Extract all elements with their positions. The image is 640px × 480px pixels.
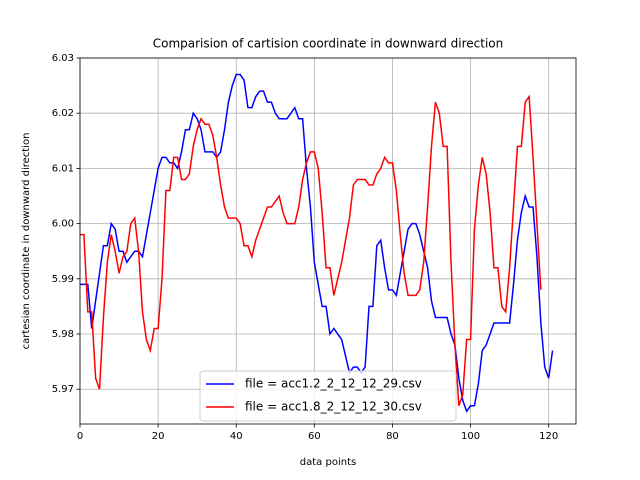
y-tick-label: 6.01 bbox=[52, 163, 74, 174]
plot-frame bbox=[79, 57, 577, 425]
x-axis-label: data points bbox=[300, 457, 356, 468]
x-tick-label: 80 bbox=[386, 431, 399, 442]
chart-title: Comparision of cartision coordinate in d… bbox=[153, 37, 504, 51]
legend-label: file = acc1.8_2_12_12_30.csv bbox=[245, 400, 422, 414]
x-tick-label: 20 bbox=[152, 431, 165, 442]
y-tick-label: 5.97 bbox=[52, 384, 74, 395]
y-tick-label: 6.00 bbox=[52, 219, 74, 230]
x-tick-label: 0 bbox=[77, 431, 83, 442]
x-tick-label: 100 bbox=[461, 431, 480, 442]
legend-label: file = acc1.2_2_12_12_29.csv bbox=[245, 377, 422, 391]
y-tick-label: 6.03 bbox=[52, 53, 74, 64]
x-tick-label: 120 bbox=[539, 431, 558, 442]
y-tick-label: 5.99 bbox=[52, 274, 74, 285]
x-tick-label: 40 bbox=[230, 431, 243, 442]
x-tick-label: 60 bbox=[308, 431, 321, 442]
legend-box bbox=[199, 370, 457, 422]
data-line bbox=[80, 94, 542, 407]
y-tick-label: 6.02 bbox=[52, 108, 74, 119]
y-tick-label: 5.98 bbox=[52, 329, 74, 340]
y-axis-label: cartesian coordinate in downward directi… bbox=[21, 133, 32, 350]
data-line bbox=[80, 73, 554, 413]
